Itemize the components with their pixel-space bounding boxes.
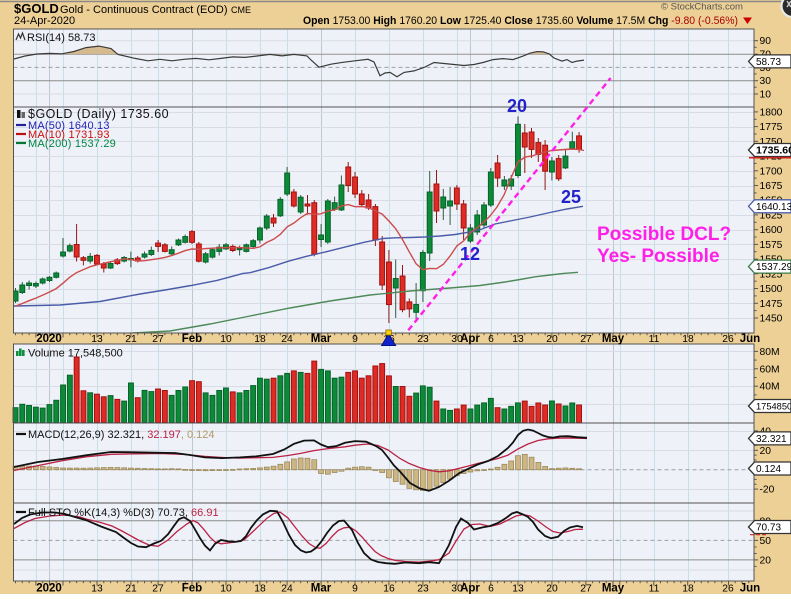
svg-text:1640.13: 1640.13 [756,202,791,213]
svg-text:CME: CME [231,5,251,15]
svg-text:70.73: 70.73 [756,523,781,534]
svg-text:40M: 40M [760,382,780,393]
svg-text:20: 20 [760,446,772,457]
svg-text:$GOLD: $GOLD [14,1,59,16]
svg-text:Mar: Mar [311,333,332,345]
svg-text:MACD(12,26,9) 32.321, 32.197,: MACD(12,26,9) 32.321, 32.197, 0.124 [28,429,215,441]
svg-text:1775: 1775 [760,122,783,133]
svg-text:21: 21 [125,584,137,595]
svg-text:Jun: Jun [740,583,760,595]
svg-text:1600: 1600 [760,225,783,236]
svg-text:MA(200) 1537.29: MA(200) 1537.29 [28,138,116,150]
svg-text:20: 20 [546,584,558,595]
svg-text:2020: 2020 [36,333,62,345]
svg-text:0.124: 0.124 [756,464,781,475]
svg-text:24: 24 [281,334,293,345]
svg-text:26: 26 [722,584,734,595]
svg-text:90: 90 [760,36,772,47]
svg-text:Yes- Possible: Yes- Possible [597,246,720,267]
svg-text:10: 10 [760,90,772,101]
svg-text:10: 10 [220,584,232,595]
svg-text:50: 50 [760,536,772,547]
svg-text:30: 30 [760,76,772,87]
svg-text:16: 16 [383,584,395,595]
svg-text:80M: 80M [760,347,780,358]
svg-text:13: 13 [512,334,524,345]
svg-text:1500: 1500 [760,284,783,295]
svg-text:Feb: Feb [182,583,202,595]
svg-text:Gold - Continuous Contract (EO: Gold - Continuous Contract (EOD) [60,4,228,16]
svg-text:1800: 1800 [760,107,783,118]
svg-text:27: 27 [152,584,164,595]
svg-text:23: 23 [417,584,429,595]
svg-text:Mar: Mar [311,583,332,595]
svg-text:18: 18 [254,584,266,595]
svg-text:2020: 2020 [36,583,62,595]
svg-text:27: 27 [580,334,592,345]
svg-text:60M: 60M [760,364,780,375]
svg-text:Apr: Apr [460,333,480,345]
svg-text:10: 10 [220,334,232,345]
svg-text:18: 18 [682,584,694,595]
svg-text:RSI(14) 58.73: RSI(14) 58.73 [27,32,95,44]
svg-text:24: 24 [281,584,293,595]
svg-text:9: 9 [352,584,358,595]
svg-text:© StockCharts.com: © StockCharts.com [661,2,743,13]
svg-text:27: 27 [152,334,164,345]
svg-text:13: 13 [512,584,524,595]
svg-text:-20: -20 [760,485,775,496]
svg-text:58.73: 58.73 [756,57,781,68]
svg-text:Volume 17,548,500: Volume 17,548,500 [28,348,123,360]
svg-text:20: 20 [546,334,558,345]
svg-text:Open 1753.00 High 1760.20 Low: Open 1753.00 High 1760.20 Low 1725.40 Cl… [303,15,738,27]
svg-text:1475: 1475 [760,299,783,310]
svg-text:Jun: Jun [740,333,760,345]
svg-text:13: 13 [91,334,103,345]
svg-text:21: 21 [125,334,137,345]
svg-text:11: 11 [649,584,660,595]
svg-text:23: 23 [417,334,429,345]
svg-text:12: 12 [460,244,480,264]
svg-text:1700: 1700 [760,166,783,177]
svg-text:1735.60: 1735.60 [756,145,791,157]
svg-text:20: 20 [507,96,527,116]
svg-text:Full STO %K(14,3) %D(3) 70.73,: Full STO %K(14,3) %D(3) 70.73, 66.91 [28,507,219,519]
svg-text:13: 13 [91,584,103,595]
svg-text:1675: 1675 [760,181,783,192]
svg-text:20: 20 [760,555,772,566]
svg-text:17548500: 17548500 [756,402,791,412]
svg-text:1575: 1575 [760,240,783,251]
svg-text:25: 25 [561,187,581,207]
svg-text:18: 18 [682,334,694,345]
svg-text:Apr: Apr [460,583,480,595]
svg-text:Feb: Feb [182,333,202,345]
svg-text:32.321: 32.321 [756,434,787,445]
svg-text:18: 18 [254,334,266,345]
svg-text:27: 27 [580,584,592,595]
svg-text:May: May [602,333,625,345]
svg-text:9: 9 [352,334,358,345]
svg-text:6: 6 [488,584,494,595]
svg-text:May: May [602,583,625,595]
svg-text:24-Apr-2020: 24-Apr-2020 [14,15,75,27]
svg-text:1537.29: 1537.29 [756,262,791,273]
svg-text:26: 26 [722,334,734,345]
svg-text:1450: 1450 [760,314,783,325]
svg-text:Possible DCL?: Possible DCL? [597,224,731,245]
svg-text:11: 11 [649,334,660,345]
svg-text:6: 6 [488,334,494,345]
